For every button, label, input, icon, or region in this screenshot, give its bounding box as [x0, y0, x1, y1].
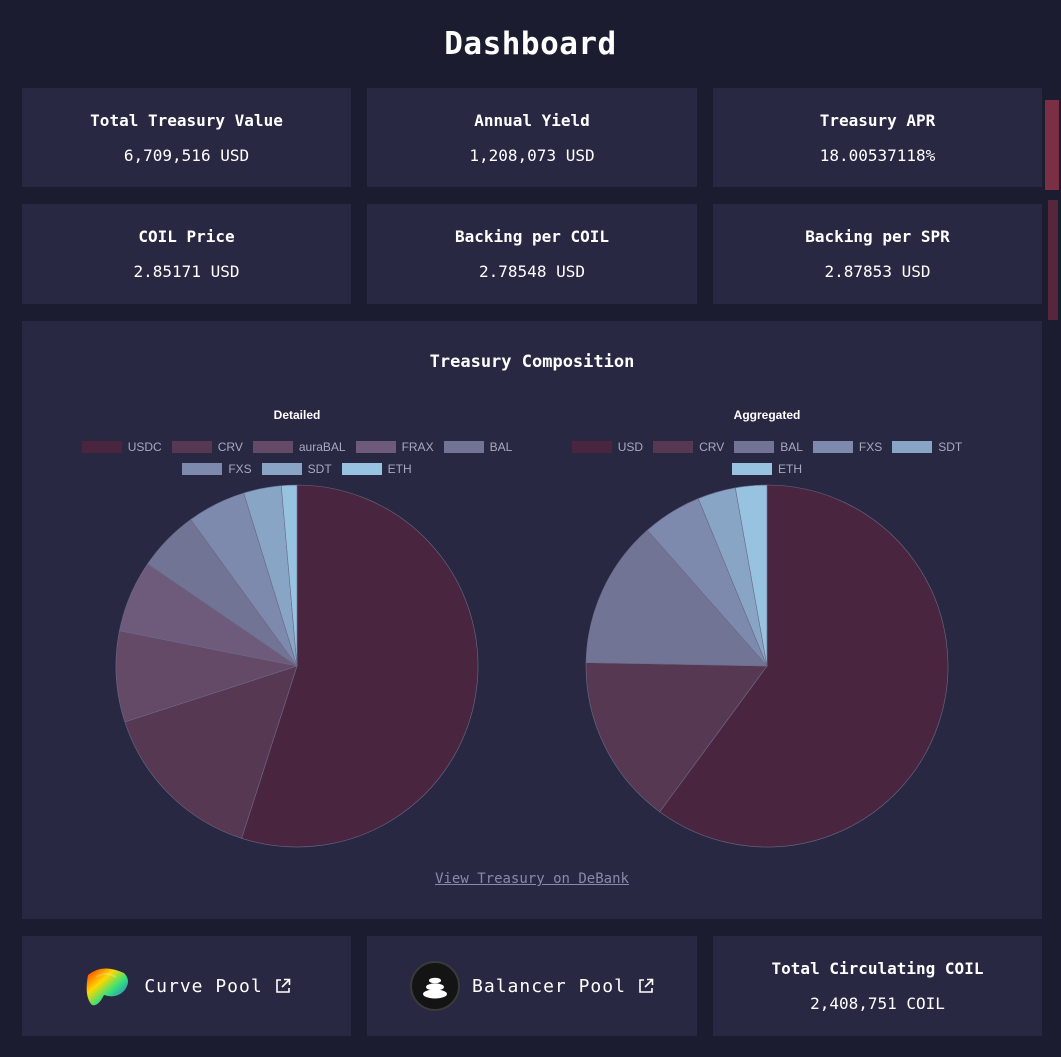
- stat-value: 2.85171 USD: [133, 262, 240, 281]
- legend-swatch: [182, 463, 223, 475]
- pie-slice-eth[interactable]: [280, 484, 298, 667]
- legend-swatch: [171, 441, 212, 453]
- legend-label: CRV: [217, 440, 243, 454]
- stat-card-coil-price: COIL Price 2.85171 USD: [22, 204, 351, 304]
- stat-value: 6,709,516 USD: [123, 146, 250, 165]
- legend-label: FXS: [858, 440, 883, 454]
- stat-value: 2.78548 USD: [479, 262, 585, 281]
- legend-aggregated: USD CRV BAL FXS SDT ETH: [552, 436, 982, 480]
- page-title: Dashboard: [444, 26, 617, 62]
- pie-slice-usdc[interactable]: [241, 484, 479, 848]
- legend-label: ETH: [387, 462, 412, 476]
- legend-item[interactable]: FXS: [812, 440, 883, 454]
- stat-card-backing-per-spr: Backing per SPR 2.87853 USD: [713, 204, 1042, 304]
- pie-slice-aurabal[interactable]: [115, 630, 299, 723]
- legend-detailed: USDC CRV auraBAL FRAX BAL FXS SDT ETH: [62, 436, 532, 480]
- legend-item[interactable]: CRV: [171, 440, 243, 454]
- legend-label: SDT: [307, 462, 332, 476]
- chart-title-aggregated: Aggregated: [733, 408, 801, 422]
- stat-label: Backing per COIL: [454, 227, 610, 246]
- legend-label: SDT: [938, 440, 963, 454]
- pie-slice-eth[interactable]: [734, 484, 768, 667]
- legend-label: auraBAL: [298, 440, 346, 454]
- balancer-pool-card[interactable]: Balancer Pool: [367, 936, 697, 1036]
- legend-item[interactable]: FRAX: [355, 440, 434, 454]
- legend-swatch: [653, 441, 694, 453]
- legend-item[interactable]: USDC: [81, 440, 162, 454]
- legend-label: BAL: [489, 440, 513, 454]
- curve-logo-icon: [86, 968, 129, 1006]
- legend-swatch: [892, 441, 933, 453]
- stat-value: 2,408,751 COIL: [810, 994, 945, 1013]
- pie-chart-detailed: [115, 484, 479, 848]
- legend-swatch: [81, 441, 122, 453]
- legend-item[interactable]: auraBAL: [252, 440, 346, 454]
- legend-swatch: [341, 463, 382, 475]
- stat-label: Annual Yield: [474, 111, 590, 130]
- stat-card-treasury-apr: Treasury APR 18.00537118%: [713, 88, 1042, 187]
- curve-pool-card[interactable]: Curve Pool: [22, 936, 351, 1036]
- legend-swatch: [261, 463, 302, 475]
- legend-swatch: [732, 463, 772, 475]
- stat-card-annual-yield: Annual Yield 1,208,073 USD: [367, 88, 697, 187]
- legend-item[interactable]: BAL: [443, 440, 513, 454]
- balancer-pool-label: Balancer Pool: [472, 975, 626, 997]
- treasury-composition-panel: Treasury Composition Detailed USDC CRV aur…: [22, 321, 1042, 919]
- legend-swatch: [812, 441, 853, 453]
- legend-label: CRV: [699, 440, 725, 454]
- stat-value: 2.87853 USD: [824, 262, 931, 281]
- legend-swatch: [734, 441, 775, 453]
- legend-label: FXS: [228, 462, 252, 476]
- curve-pool-label: Curve Pool: [144, 975, 263, 997]
- legend-item[interactable]: ETH: [341, 462, 412, 476]
- decorative-dots: [1045, 100, 1059, 190]
- legend-item[interactable]: CRV: [653, 440, 724, 454]
- legend-swatch: [252, 441, 293, 453]
- legend-item[interactable]: USD: [571, 440, 644, 454]
- stat-value: 18.00537118%: [819, 146, 936, 165]
- pie-slice-crv[interactable]: [124, 665, 298, 839]
- stat-card-backing-per-coil: Backing per COIL 2.78548 USD: [367, 204, 697, 304]
- legend-swatch: [443, 441, 484, 453]
- stat-value: 1,208,073 USD: [469, 146, 595, 165]
- stat-label: COIL Price: [138, 227, 235, 246]
- legend-swatch: [355, 441, 396, 453]
- stat-label: Backing per SPR: [805, 227, 950, 246]
- chart-title-detailed: Detailed: [273, 408, 321, 422]
- stat-card-total-treasury-value: Total Treasury Value 6,709,516 USD: [22, 88, 351, 187]
- stat-label: Total Treasury Value: [90, 111, 283, 130]
- external-link-icon: [639, 978, 654, 993]
- legend-item[interactable]: SDT: [892, 440, 962, 454]
- pie-slice-usd[interactable]: [659, 484, 949, 848]
- pie-chart-aggregated: [585, 484, 949, 848]
- legend-item[interactable]: BAL: [734, 440, 803, 454]
- external-link-icon: [275, 978, 290, 993]
- legend-swatch: [571, 441, 612, 453]
- view-treasury-debank-link[interactable]: View Treasury on DeBank: [435, 871, 629, 887]
- legend-label: BAL: [780, 440, 803, 454]
- legend-item[interactable]: SDT: [261, 462, 332, 476]
- pie-slice-crv[interactable]: [585, 662, 768, 813]
- balancer-logo-icon: [410, 961, 461, 1011]
- decorative-dots: [1048, 200, 1058, 320]
- stat-label: Treasury APR: [819, 111, 936, 130]
- stat-label: Total Circulating COIL: [771, 959, 984, 978]
- legend-item[interactable]: ETH: [732, 462, 802, 476]
- stat-card-total-circulating-coil: Total Circulating COIL 2,408,751 COIL: [713, 936, 1042, 1036]
- pie-slice-bal[interactable]: [585, 529, 768, 667]
- legend-item[interactable]: FXS: [182, 462, 252, 476]
- legend-label: FRAX: [401, 440, 434, 454]
- composition-title: Treasury Composition: [429, 352, 635, 372]
- legend-label: USD: [617, 440, 644, 454]
- legend-label: USDC: [127, 440, 162, 454]
- legend-label: ETH: [778, 462, 802, 476]
